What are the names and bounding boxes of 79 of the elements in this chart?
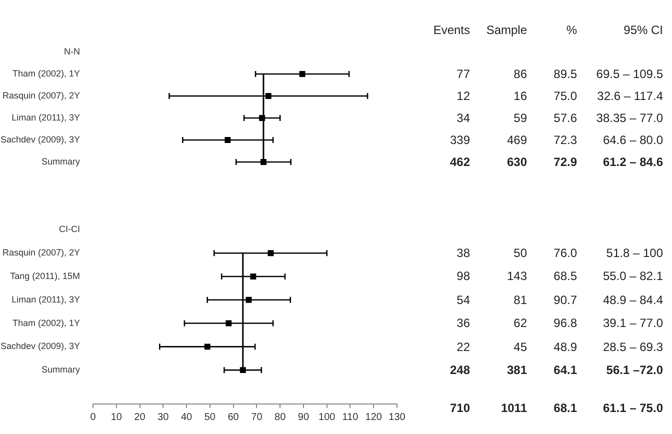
x-tick-label: 90 <box>298 412 310 423</box>
x-tick-label: 70 <box>251 412 263 423</box>
x-tick-label: 50 <box>204 412 216 423</box>
text: 62 <box>514 316 527 330</box>
x-tick-label: 80 <box>274 412 286 423</box>
text: 36 <box>456 316 470 330</box>
text: 50 <box>514 246 527 260</box>
y-tick-label: Tham (2002), 1Y <box>12 318 80 328</box>
text: 28.5 – 69.3 <box>602 340 663 354</box>
text: 64.6 – 80.0 <box>602 133 663 147</box>
text: 16 <box>514 89 527 103</box>
text: 248 <box>450 363 470 378</box>
text: 32.6 – 117.4 <box>597 89 663 103</box>
text: 710 <box>450 401 470 416</box>
x-tick-label: 10 <box>110 412 122 423</box>
y-tick-label: Rasquin (2007), 2Y <box>2 248 80 258</box>
text: 54 <box>456 292 470 307</box>
x-tick-label: 110 <box>342 412 359 423</box>
text: 143 <box>506 269 527 284</box>
x-tick-label: 0 <box>90 412 96 423</box>
text: 90.7 <box>554 292 577 307</box>
y-tick-label: Liman (2011), 3Y <box>12 294 80 304</box>
x-tick-label: 130 <box>388 412 406 423</box>
y-tick-label: CI-CI <box>59 224 80 234</box>
x-tick-label: 40 <box>180 412 193 423</box>
text: 77 <box>456 67 470 81</box>
text: 38.35 – 77.0 <box>596 111 663 125</box>
text: 68.1 <box>554 401 577 416</box>
text: 39.1 – 77.0 <box>602 316 663 330</box>
text: 86 <box>514 67 527 81</box>
x-tick-label: 30 <box>158 412 170 423</box>
text: 61.2 – 84.6 <box>602 155 663 169</box>
y-tick-label: Sachdev (2009), 3Y <box>0 134 80 144</box>
text: 48.9 – 84.4 <box>602 292 663 307</box>
text: 12 <box>456 89 470 103</box>
y-tick-label: Tang (2011), 15M <box>10 270 80 281</box>
text: 55.0 – 82.1 <box>602 269 663 284</box>
y-tick-label: Sachdev (2009), 3Y <box>0 341 80 352</box>
text: 56.1 –72.0 <box>606 363 663 378</box>
text: 81 <box>514 292 527 307</box>
text: 1011 <box>500 401 527 416</box>
y-tick-label: Tham (2002), 1Y <box>12 68 80 78</box>
x-tick-label: 20 <box>134 412 146 423</box>
text: 72.3 <box>554 133 577 147</box>
text: 38 <box>456 246 470 260</box>
text: 469 <box>506 133 527 147</box>
text: 69.5 – 109.5 <box>596 67 663 81</box>
text: 45 <box>514 340 527 354</box>
text: 339 <box>450 133 470 147</box>
x-tick-label: 60 <box>228 412 240 423</box>
text: 98 <box>456 269 470 284</box>
text: 59 <box>514 111 527 125</box>
text: 51.8 – 100 <box>606 246 663 260</box>
y-tick-label: Liman (2011), 3Y <box>12 112 80 122</box>
text: 57.6 <box>554 111 577 125</box>
text: 22 <box>456 340 470 354</box>
text: Events <box>433 23 470 37</box>
text: 68.5 <box>554 269 577 284</box>
text: 89.5 <box>554 67 577 81</box>
x-tick-label: 100 <box>318 412 336 423</box>
text: 48.9 <box>554 340 577 354</box>
text: 61.1 – 75.0 <box>602 401 663 416</box>
text: 34 <box>456 111 470 125</box>
text: 75.0 <box>554 89 577 103</box>
text: 462 <box>450 155 470 169</box>
y-tick-label: N-N <box>64 46 80 56</box>
x-tick-label: 120 <box>365 412 382 423</box>
y-tick-label: Summary <box>41 364 80 375</box>
text: 630 <box>506 155 527 169</box>
text: 95% CI <box>624 23 663 37</box>
y-tick-label: Rasquin (2007), 2Y <box>2 90 80 100</box>
text: 96.8 <box>554 316 577 330</box>
text: % <box>566 23 577 37</box>
text: 72.9 <box>554 155 577 169</box>
text: 381 <box>506 363 527 378</box>
text: 76.0 <box>554 246 577 260</box>
y-tick-label: Summary <box>41 156 80 166</box>
text: 64.1 <box>554 363 577 378</box>
text: Sample <box>486 23 527 37</box>
